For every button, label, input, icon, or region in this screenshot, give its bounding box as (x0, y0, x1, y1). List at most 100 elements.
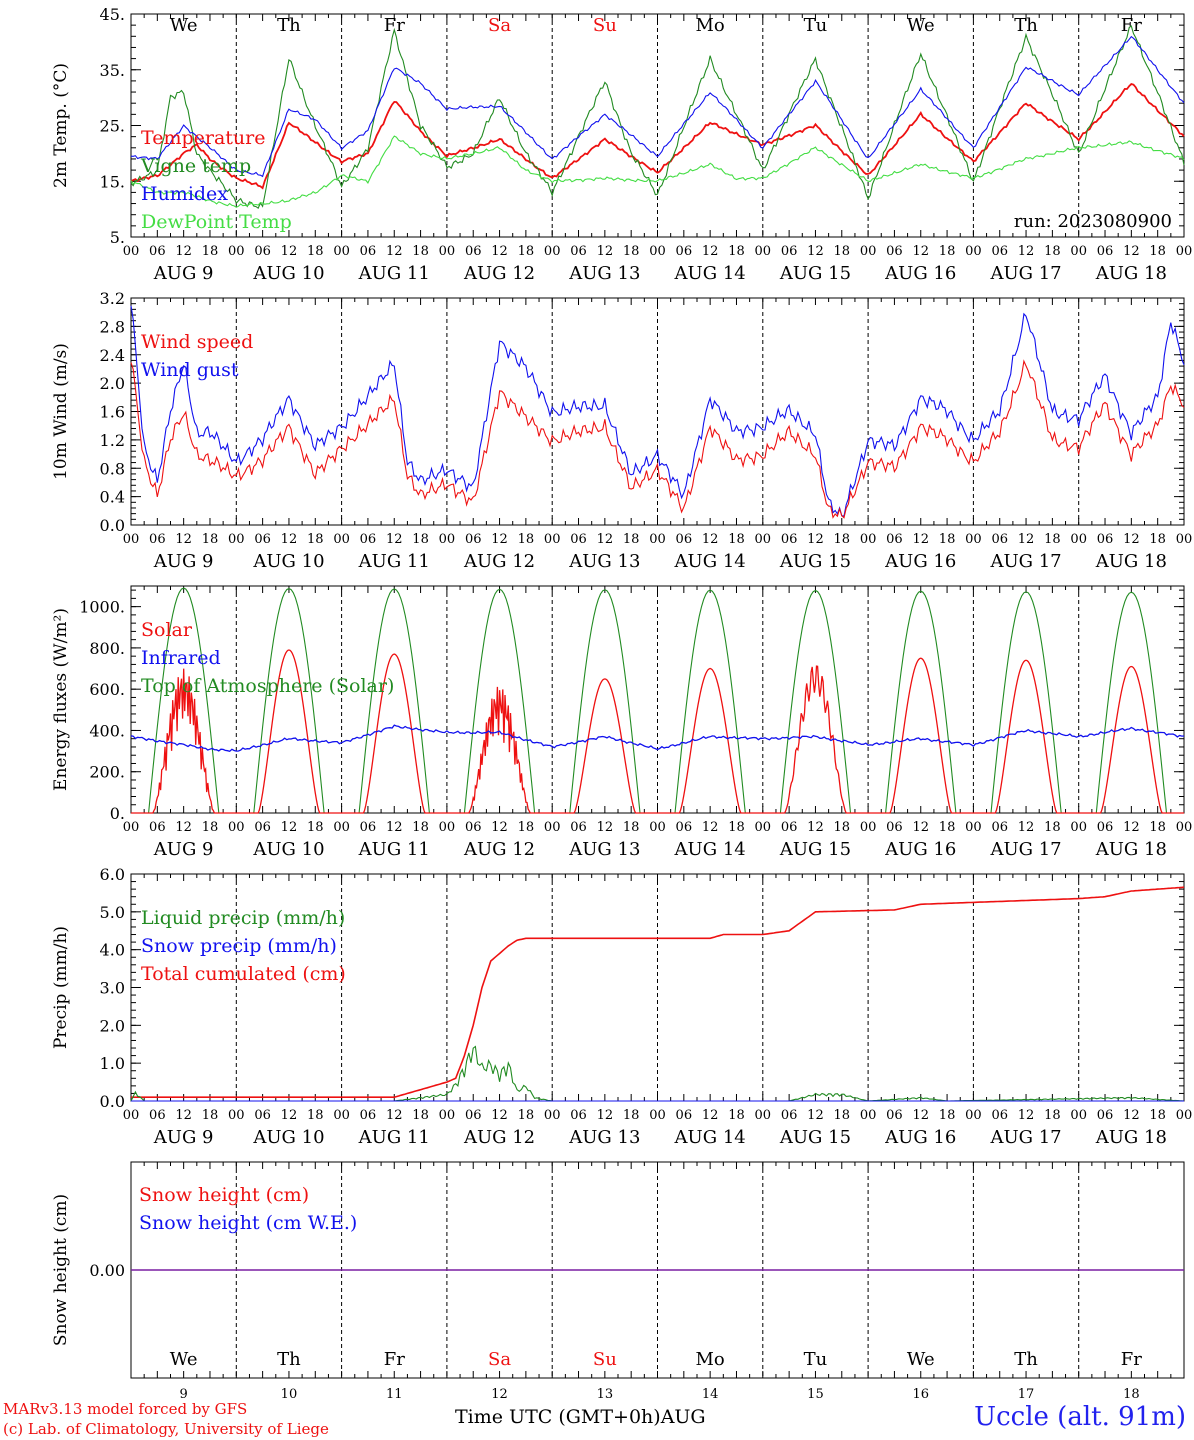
date-label: AUG 18 (1095, 551, 1167, 572)
hour-tick-label: 18 (412, 532, 429, 547)
hour-tick-label: 00 (439, 532, 456, 547)
y-axis-label: Precip (mm/h) (51, 926, 71, 1049)
y-axis-label: Energy fluxes (W/m²) (51, 608, 71, 791)
hour-tick-label: 18 (623, 1108, 640, 1123)
weekday-label: Su (593, 1349, 617, 1370)
date-label: AUG 15 (779, 1127, 851, 1148)
y-tick-label: 1000. (79, 598, 125, 617)
hour-tick-label: 00 (965, 820, 982, 835)
hour-tick-label: 00 (755, 244, 772, 259)
hour-tick-label: 12 (912, 244, 929, 259)
hour-tick-label: 18 (623, 244, 640, 259)
y-tick-label: 25. (100, 117, 125, 136)
chart-panel-1: 45. 35. 25. 15. 5. 2m Temp. (°C) We Th Fr Sa Su Mo T… (51, 5, 1192, 284)
chart-panel-5: 0.00 Snow height (cm) We Th Fr Sa Su Mo Tu We Th Fr… (51, 1161, 1185, 1402)
hour-tick-label: 18 (834, 820, 851, 835)
hour-tick-label: 00 (860, 1108, 877, 1123)
hour-tick-label: 18 (1149, 244, 1166, 259)
hour-tick-label: 00 (1070, 820, 1087, 835)
date-label: AUG 18 (1095, 839, 1167, 860)
date-label: AUG 14 (674, 1127, 746, 1148)
date-label: AUG 17 (989, 551, 1061, 572)
date-label: AUG 13 (568, 551, 640, 572)
hour-tick-label: 12 (491, 244, 508, 259)
hour-tick-label: 12 (807, 1108, 824, 1123)
hour-tick-label: 06 (886, 244, 903, 259)
hour-tick-label: 12 (702, 1108, 719, 1123)
hour-tick-label: 00 (1176, 1108, 1193, 1123)
hour-tick-label: 06 (360, 244, 377, 259)
hour-tick-label: 00 (1070, 1108, 1087, 1123)
hour-tick-label: 12 (1123, 820, 1140, 835)
hour-tick-label: 06 (570, 820, 587, 835)
y-tick-label: 0.00 (89, 1261, 125, 1280)
y-tick-label: 35. (100, 61, 125, 80)
date-label: AUG 15 (779, 839, 851, 860)
date-label: AUG 17 (989, 263, 1061, 284)
series-line-dewpoint-temp (130, 135, 1185, 208)
hour-tick-label: 18 (518, 244, 535, 259)
hour-tick-label: 12 (491, 1108, 508, 1123)
hour-tick-label: 00 (860, 244, 877, 259)
hour-tick-label: 00 (1176, 532, 1193, 547)
date-label: AUG 18 (1095, 263, 1167, 284)
hour-tick-label: 06 (360, 1108, 377, 1123)
hour-tick-label: 00 (439, 244, 456, 259)
series-line-total-cumulated-cm- (131, 886, 1185, 1098)
hour-tick-label: 18 (412, 1108, 429, 1123)
hour-tick-label: 18 (412, 244, 429, 259)
weekday-label: Tu (804, 15, 828, 36)
weekday-label: We (170, 1349, 198, 1370)
hour-tick-label: 12 (1018, 1108, 1035, 1123)
hour-tick-label: 12 (702, 820, 719, 835)
y-tick-label: 15. (100, 172, 125, 191)
hour-tick-label: 06 (149, 820, 166, 835)
hour-tick-label: 06 (991, 244, 1008, 259)
hour-tick-label: 12 (491, 820, 508, 835)
day-number-label: 14 (702, 1387, 719, 1402)
y-tick-label: 3.2 (100, 289, 125, 308)
hour-tick-label: 06 (254, 244, 271, 259)
chart-panel-3: 1000. 800. 600. 400. 200. 0. Energy fluxes (W/… (51, 585, 1192, 860)
hour-tick-label: 00 (228, 1108, 245, 1123)
day-number-label: 13 (597, 1387, 614, 1402)
date-label: AUG 12 (463, 839, 535, 860)
date-label: AUG 13 (568, 839, 640, 860)
weekday-label: Fr (384, 15, 405, 36)
hour-tick-label: 12 (386, 532, 403, 547)
weekday-label: Th (1014, 15, 1038, 36)
hour-tick-label: 18 (728, 820, 745, 835)
legend-entry: Total cumulated (cm) (141, 963, 346, 985)
date-label: AUG 16 (884, 551, 956, 572)
hour-tick-label: 12 (1018, 532, 1035, 547)
y-tick-label: 3.0 (100, 979, 125, 998)
hour-tick-label: 12 (1018, 820, 1035, 835)
date-label: AUG 13 (568, 1127, 640, 1148)
chart-panel-4: 6.0 5.0 4.0 3.0 2.0 1.0 0.0 Precip (mm/h) 00 06 12… (51, 865, 1192, 1148)
hour-tick-label: 00 (1176, 244, 1193, 259)
weekday-label: We (907, 15, 935, 36)
date-label: AUG 10 (252, 263, 324, 284)
hour-tick-label: 00 (860, 532, 877, 547)
hour-tick-label: 18 (202, 1108, 219, 1123)
hour-tick-label: 06 (254, 1108, 271, 1123)
hour-tick-label: 06 (254, 532, 271, 547)
weekday-label: Th (277, 15, 301, 36)
hour-tick-label: 18 (518, 532, 535, 547)
hour-tick-label: 18 (307, 244, 324, 259)
hour-tick-label: 06 (1097, 1108, 1114, 1123)
hour-tick-label: 06 (676, 532, 693, 547)
hour-tick-label: 06 (886, 820, 903, 835)
legend-entry: Snow height (cm W.E.) (139, 1212, 357, 1234)
date-label: AUG 10 (252, 1127, 324, 1148)
hour-tick-label: 18 (1044, 244, 1061, 259)
hour-tick-label: 00 (333, 532, 350, 547)
hour-tick-label: 12 (175, 820, 192, 835)
legend-entry: Wind speed (141, 331, 253, 353)
y-tick-label: 1.6 (100, 403, 125, 422)
date-label: AUG 16 (884, 1127, 956, 1148)
hour-tick-label: 06 (1097, 532, 1114, 547)
hour-tick-label: 18 (518, 1108, 535, 1123)
date-label: AUG 11 (358, 263, 430, 284)
hour-tick-label: 18 (307, 532, 324, 547)
